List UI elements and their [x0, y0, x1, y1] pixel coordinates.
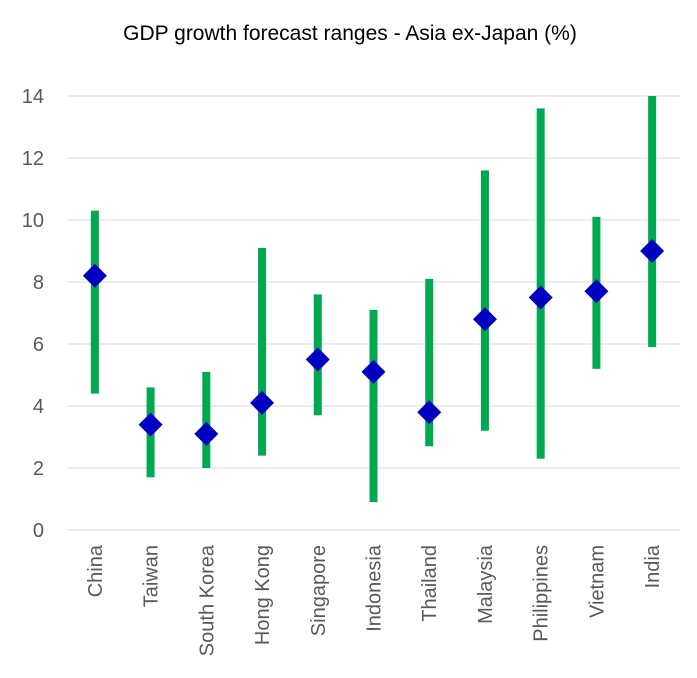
y-tick-label: 14: [22, 86, 44, 108]
x-tick-label: Malaysia: [475, 544, 497, 624]
y-tick-label: 10: [22, 210, 44, 232]
range-bar: [648, 96, 657, 348]
x-tick-label: Philippines: [531, 545, 553, 642]
x-tick-label: South Korea: [196, 544, 218, 656]
x-tick-label: India: [642, 544, 664, 588]
x-tick-label: Hong Kong: [252, 545, 274, 645]
x-tick-label: Taiwan: [141, 545, 163, 607]
forecast-point: [305, 347, 330, 372]
x-axis-labels: China Taiwan South Korea Hong Kong Singapore…: [85, 544, 664, 656]
forecast-points: [82, 239, 665, 446]
range-bar: [425, 278, 434, 447]
range-bar: [258, 247, 267, 456]
range-bar: [202, 371, 211, 468]
forecast-point: [138, 412, 163, 437]
forecast-point: [640, 239, 665, 263]
chart-title: GDP growth forecast ranges - Asia ex-Jap…: [123, 22, 577, 45]
y-tick-label: 2: [33, 458, 44, 480]
y-tick-label: 8: [33, 272, 44, 294]
y-tick-label: 6: [33, 334, 44, 356]
y-tick-label: 0: [33, 520, 44, 542]
range-bar: [536, 108, 545, 459]
y-tick-label: 4: [33, 396, 44, 418]
forecast-ranges: [90, 96, 657, 503]
forecast-point: [250, 390, 275, 415]
x-tick-label: Singapore: [308, 545, 330, 636]
forecast-point: [472, 307, 497, 332]
range-bar: [90, 210, 99, 394]
forecast-point: [361, 359, 386, 384]
y-tick-label: 12: [22, 148, 44, 170]
forecast-point: [584, 279, 609, 304]
x-tick-label: Indonesia: [364, 544, 386, 632]
range-bar: [480, 170, 489, 431]
range-bar: [369, 309, 378, 503]
x-tick-label: China: [85, 544, 107, 597]
forecast-point: [194, 421, 219, 446]
forecast-point: [528, 285, 553, 310]
x-tick-label: Thailand: [419, 545, 441, 622]
x-tick-label: Vietnam: [586, 545, 608, 618]
forecast-point: [82, 263, 107, 288]
y-axis-ticks: 0 2 4 6 8 10 12 14: [22, 86, 44, 542]
forecast-point: [417, 400, 442, 425]
